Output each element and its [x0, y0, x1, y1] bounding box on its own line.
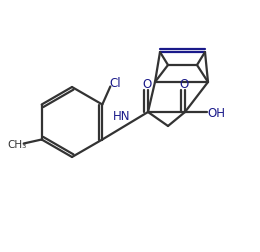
Text: HN: HN [112, 110, 130, 123]
Text: OH: OH [207, 106, 225, 119]
Text: O: O [179, 77, 188, 90]
Text: O: O [142, 77, 152, 90]
Text: Cl: Cl [109, 77, 121, 90]
Text: CH₃: CH₃ [7, 139, 26, 149]
